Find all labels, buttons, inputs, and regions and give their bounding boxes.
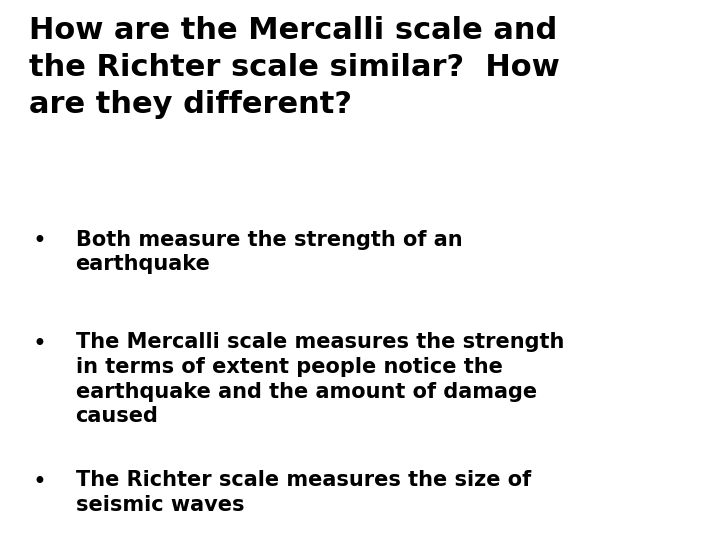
Text: •: • — [32, 470, 47, 494]
Text: How are the Mercalli scale and
the Richter scale similar?  How
are they differen: How are the Mercalli scale and the Richt… — [29, 16, 559, 119]
Text: •: • — [32, 332, 47, 356]
Text: The Mercalli scale measures the strength
in terms of extent people notice the
ea: The Mercalli scale measures the strength… — [76, 332, 564, 427]
Text: •: • — [32, 230, 47, 253]
Text: Both measure the strength of an
earthquake: Both measure the strength of an earthqua… — [76, 230, 462, 274]
Text: The Richter scale measures the size of
seismic waves: The Richter scale measures the size of s… — [76, 470, 531, 515]
